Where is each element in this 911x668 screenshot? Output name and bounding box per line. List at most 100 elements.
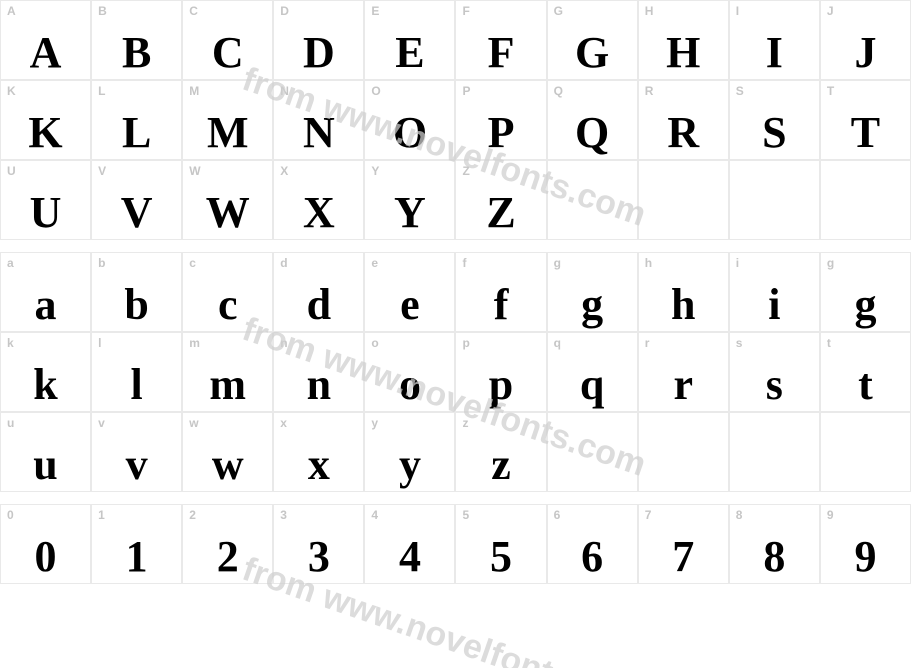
cell-label: m — [189, 336, 200, 350]
glyph-cell: BB — [91, 0, 182, 80]
cell-label: 1 — [98, 508, 105, 522]
cell-glyph: 3 — [308, 535, 330, 579]
cell-label: X — [280, 164, 288, 178]
glyph-cell: 44 — [364, 504, 455, 584]
cell-label: b — [98, 256, 105, 270]
cell-label: F — [462, 4, 469, 18]
cell-label: c — [189, 256, 196, 270]
row-spacer — [0, 492, 911, 504]
cell-glyph: i — [768, 283, 780, 327]
cell-glyph: b — [124, 283, 148, 327]
cell-label: Q — [554, 84, 563, 98]
glyph-cell: vv — [91, 412, 182, 492]
glyph-cell: aa — [0, 252, 91, 332]
glyph-cell: OO — [364, 80, 455, 160]
cell-label: a — [7, 256, 14, 270]
cell-glyph: w — [212, 443, 244, 487]
cell-label: W — [189, 164, 200, 178]
cell-glyph: u — [33, 443, 57, 487]
glyph-cell: WW — [182, 160, 273, 240]
cell-glyph: N — [303, 111, 335, 155]
glyph-cell — [638, 160, 729, 240]
cell-glyph: c — [218, 283, 238, 327]
glyph-cell: MM — [182, 80, 273, 160]
glyph-cell: kk — [0, 332, 91, 412]
cell-label: w — [189, 416, 198, 430]
cell-label: 5 — [462, 508, 469, 522]
cell-label: E — [371, 4, 379, 18]
cell-glyph: P — [488, 111, 515, 155]
glyph-cell: YY — [364, 160, 455, 240]
glyph-cell: PP — [455, 80, 546, 160]
cell-label: B — [98, 4, 107, 18]
glyph-cell: UU — [0, 160, 91, 240]
cell-label: O — [371, 84, 380, 98]
glyph-cell: rr — [638, 332, 729, 412]
cell-glyph: p — [489, 363, 513, 407]
cell-label: s — [736, 336, 743, 350]
glyph-cell: ff — [455, 252, 546, 332]
glyph-cell: 77 — [638, 504, 729, 584]
cell-label: h — [645, 256, 652, 270]
cell-label: f — [462, 256, 466, 270]
cell-label: 3 — [280, 508, 287, 522]
cell-label: N — [280, 84, 289, 98]
glyph-cell: CC — [182, 0, 273, 80]
glyph-cell: oo — [364, 332, 455, 412]
glyph-cell: QQ — [547, 80, 638, 160]
cell-label: S — [736, 84, 744, 98]
glyph-row: kkllmmnnooppqqrrsstt — [0, 332, 911, 412]
cell-label: D — [280, 4, 289, 18]
cell-label: J — [827, 4, 834, 18]
glyph-cell: ll — [91, 332, 182, 412]
cell-label: T — [827, 84, 834, 98]
glyph-cell: dd — [273, 252, 364, 332]
cell-glyph: v — [126, 443, 148, 487]
glyph-cell: NN — [273, 80, 364, 160]
glyph-cell: pp — [455, 332, 546, 412]
glyph-cell — [729, 160, 820, 240]
cell-glyph: K — [28, 111, 62, 155]
glyph-cell: ss — [729, 332, 820, 412]
cell-glyph: q — [580, 363, 604, 407]
glyph-cell: ZZ — [455, 160, 546, 240]
cell-glyph: n — [307, 363, 331, 407]
cell-glyph: d — [307, 283, 331, 327]
glyph-cell: AA — [0, 0, 91, 80]
cell-label: 2 — [189, 508, 196, 522]
cell-glyph: 4 — [399, 535, 421, 579]
cell-label: G — [554, 4, 563, 18]
cell-label: Z — [462, 164, 469, 178]
glyph-cell — [547, 160, 638, 240]
glyph-cell — [729, 412, 820, 492]
cell-glyph: M — [207, 111, 249, 155]
cell-glyph: U — [30, 191, 62, 235]
glyph-cell: 88 — [729, 504, 820, 584]
cell-glyph: o — [399, 363, 421, 407]
glyph-cell: yy — [364, 412, 455, 492]
cell-label: U — [7, 164, 16, 178]
cell-label: P — [462, 84, 470, 98]
glyph-cell: bb — [91, 252, 182, 332]
cell-glyph: Y — [394, 191, 426, 235]
cell-label: 9 — [827, 508, 834, 522]
cell-glyph: 2 — [217, 535, 239, 579]
cell-glyph: R — [667, 111, 699, 155]
cell-label: R — [645, 84, 654, 98]
glyph-cell: zz — [455, 412, 546, 492]
cell-label: g — [827, 256, 834, 270]
glyph-cell: GG — [547, 0, 638, 80]
cell-glyph: l — [131, 363, 143, 407]
cell-label: I — [736, 4, 739, 18]
glyph-row: KKLLMMNNOOPPQQRRSSTT — [0, 80, 911, 160]
cell-glyph: g — [854, 283, 876, 327]
cell-glyph: s — [766, 363, 783, 407]
cell-label: 6 — [554, 508, 561, 522]
cell-glyph: t — [858, 363, 873, 407]
cell-glyph: 0 — [35, 535, 57, 579]
cell-glyph: E — [395, 31, 424, 75]
cell-glyph: Z — [486, 191, 515, 235]
glyph-cell: 99 — [820, 504, 911, 584]
glyph-cell: VV — [91, 160, 182, 240]
glyph-cell: qq — [547, 332, 638, 412]
